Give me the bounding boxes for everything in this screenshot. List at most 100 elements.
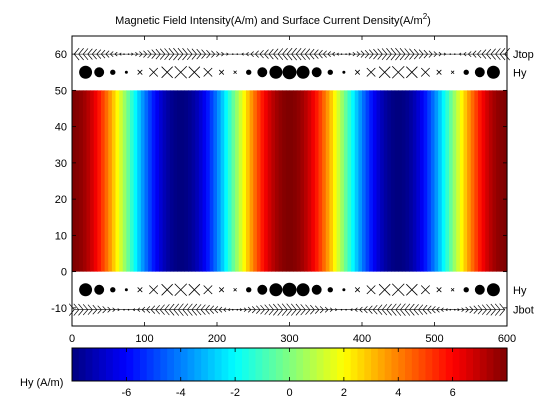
current-arrow-marker [377,304,383,315]
current-arrow-marker [359,306,363,313]
current-arrow-marker [372,304,378,315]
current-point-marker [236,53,239,55]
heatmap-cell [434,90,439,272]
colorbar-tick-label: -4 [176,387,186,399]
current-arrow-marker [201,49,207,59]
current-arrow-marker [465,306,469,313]
field-dot-marker [257,284,268,295]
field-dot-marker [486,65,500,79]
current-arrow-marker [91,48,97,60]
x-tick-label: 100 [135,333,153,345]
colorbar-cell [221,348,229,381]
current-arrow-marker [336,52,339,56]
current-point-marker [345,308,347,311]
colorbar-cell [418,348,427,381]
heatmap-cell [122,90,127,272]
heatmap-cell [227,90,233,272]
heatmap-cell [470,90,475,272]
current-arrow-marker [243,307,247,312]
colorbar-cell [262,348,270,381]
heatmap-cell [93,90,98,272]
current-arrow-marker [241,52,244,56]
colorbar-cell [500,348,508,381]
colorbar-cell [241,348,250,381]
current-arrow-marker [211,50,216,58]
y-tick-label: 10 [55,230,67,242]
colorbar-cell [214,348,223,381]
current-arrow-marker [477,304,483,315]
colorbar [72,348,508,381]
current-arrow-marker [216,51,220,58]
colorbar-cell [303,348,311,381]
current-arrow-marker [117,308,121,312]
field-cross-marker [420,67,430,77]
heatmap-cell [503,90,508,272]
current-arrow-marker [486,48,492,60]
field-cross-marker [149,67,159,77]
current-arrow-marker [73,303,80,316]
colorbar-label: Hy (A/m) [20,377,63,389]
current-arrow-marker [499,48,506,61]
colorbar-cell [133,348,141,381]
y-tick-label: 30 [55,158,67,170]
current-arrow-marker [254,50,259,58]
field-dot-marker [79,283,93,297]
heatmap-cell [231,90,236,272]
heatmap-cell [409,90,414,272]
field-dot-marker [246,287,252,293]
heatmap-cell [343,90,349,272]
heatmap-cell [376,90,381,272]
current-arrow-marker [395,47,401,61]
colorbar-cell [330,348,338,381]
current-arrow-marker [146,306,151,314]
field-cross-marker [161,283,173,296]
current-arrow-marker [331,51,335,57]
heatmap-cell [322,90,327,272]
current-arrow-marker [107,306,111,313]
field-cross-marker [354,69,361,75]
heatmap-cell [354,90,359,272]
current-arrow-marker [377,48,383,60]
colorbar-cell [343,348,352,381]
heatmap-cell [423,90,428,272]
x-tick-label: 300 [280,333,298,345]
field-cross-marker [450,70,455,75]
colorbar-cell [173,348,182,381]
heatmap-cell [206,90,211,272]
current-arrow-marker [349,308,353,312]
field-dot-marker [327,287,333,293]
current-arrow-marker [324,306,329,313]
current-arrow-marker [256,305,261,314]
x-tick-label: 600 [498,333,516,345]
row-label: Hy [513,285,527,297]
heatmap-cell [430,90,436,272]
current-arrow-marker [390,303,397,316]
current-arrow-marker [368,49,374,59]
colorbar-cell [316,348,325,381]
colorbar-cell [187,348,195,381]
colorbar-tick-label: -2 [230,387,240,399]
field-cross-marker [378,283,391,296]
current-point-marker [449,53,452,55]
heatmap-cell [387,90,392,272]
current-arrow-marker [404,303,411,316]
heatmap-cell [119,90,124,272]
current-arrow-marker [463,51,467,57]
colorbar-cell [323,348,331,381]
heatmap-cell [474,90,479,272]
current-arrow-marker [173,47,179,61]
heatmap-cell [169,90,175,272]
current-arrow-marker [486,304,492,316]
current-arrow-marker [78,48,84,61]
current-arrow-marker [427,305,432,314]
current-arrow-marker [364,49,370,59]
colorbar-cell [466,348,474,381]
current-arrow-marker [368,305,373,314]
current-arrow-marker [395,303,402,316]
field-dot-marker [110,69,116,75]
current-arrow-marker [363,306,368,314]
field-cross-marker [188,283,201,296]
current-point-marker [123,53,125,55]
heatmap-cell [485,90,490,272]
